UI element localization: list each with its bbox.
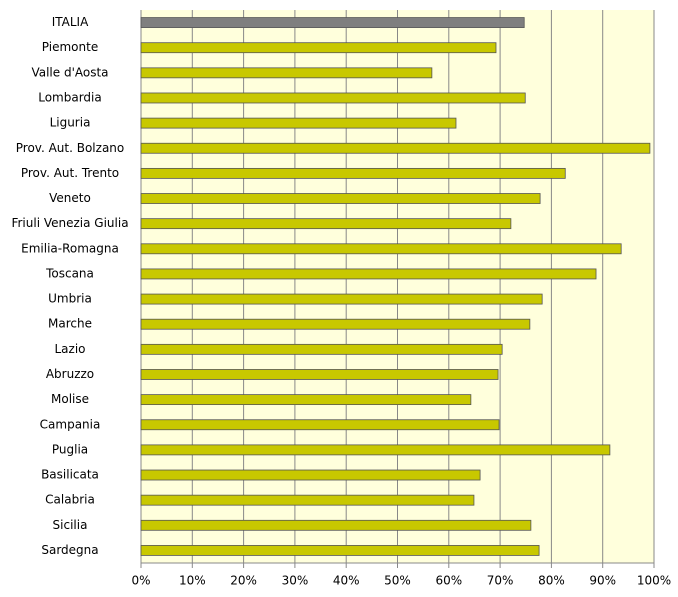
y-tick-label: Molise [51,392,89,406]
bar [140,469,481,481]
y-tick-label: Marche [48,317,92,331]
bar [140,142,651,154]
bar [140,17,525,28]
x-tick-label: 10% [179,574,206,588]
x-tick-label: 80% [538,574,565,588]
bar [140,117,457,129]
bar [140,293,543,305]
bar [140,42,497,54]
bar [140,318,531,330]
y-tick-label: Prov. Aut. Bolzano [16,141,125,155]
bar [140,343,503,355]
y-tick-label: ITALIA [52,15,89,29]
y-tick-label: Veneto [49,191,91,205]
x-tick-label: 100% [637,574,671,588]
bar [140,394,472,406]
y-tick-label: Calabria [45,493,95,507]
y-tick-label: Lazio [54,342,85,356]
y-tick-label: Puglia [52,442,88,456]
bar [140,519,532,531]
y-tick-label: Friuli Venezia Giulia [11,216,128,230]
x-tick-label: 30% [282,574,309,588]
y-tick-label: Campania [40,417,101,431]
x-tick-label: 0% [131,574,150,588]
bar [140,67,433,79]
bar [140,193,541,204]
y-tick-label: Sardegna [41,543,98,557]
bar [140,92,526,104]
bar [140,218,512,230]
bar [140,444,611,456]
x-tick-label: 40% [333,574,360,588]
y-tick-label: Umbria [48,292,92,306]
x-tick-label: 90% [589,574,616,588]
y-tick-label: Emilia-Romagna [21,241,119,255]
y-tick-label: Lombardia [38,90,102,104]
x-tick-label: 70% [487,574,514,588]
y-tick-label: Valle d'Aosta [31,65,108,79]
bar [140,243,622,255]
y-tick-label: Basilicata [41,468,99,482]
x-tick-label: 20% [230,574,257,588]
bar [140,545,540,556]
bar [140,167,566,179]
y-tick-label: Toscana [45,266,94,280]
bar [140,419,500,431]
bar [140,369,499,380]
bar [140,494,475,506]
x-tick-label: 60% [435,574,462,588]
x-tick-label: 50% [384,574,411,588]
y-tick-label: Piemonte [42,40,98,54]
y-tick-label: Sicilia [53,518,88,532]
y-tick-label: Prov. Aut. Trento [21,166,119,180]
bar [140,268,597,280]
y-tick-label: Liguria [50,116,91,130]
y-tick-label: Abruzzo [46,367,94,381]
